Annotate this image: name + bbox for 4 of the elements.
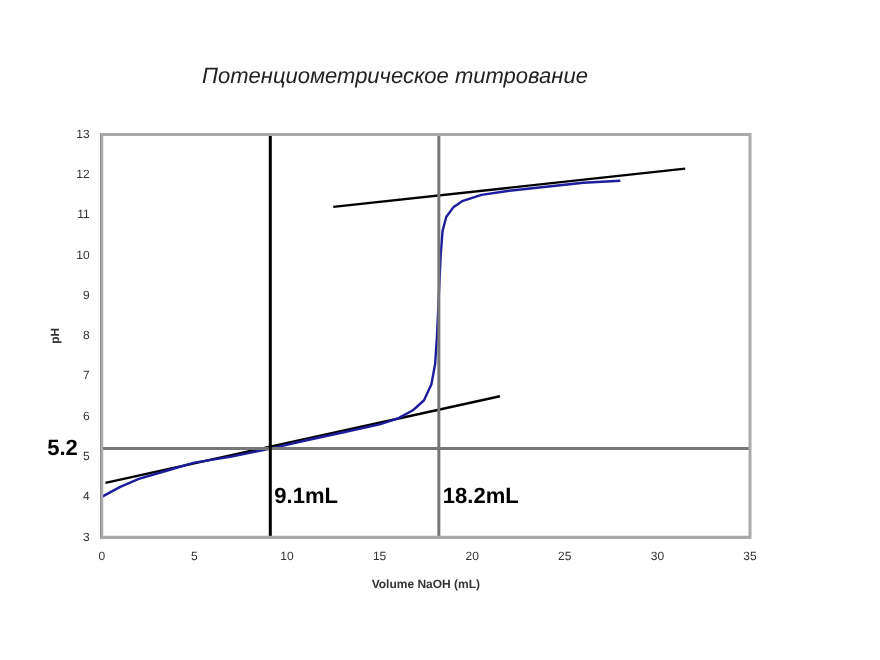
ref-line-label: 9.1mL [274, 484, 339, 509]
chart-title: Потенциометрическое титрование [202, 65, 588, 90]
ref-line-label: 18.2mL [442, 484, 520, 509]
ref-line-label: 5.2 [47, 436, 78, 461]
